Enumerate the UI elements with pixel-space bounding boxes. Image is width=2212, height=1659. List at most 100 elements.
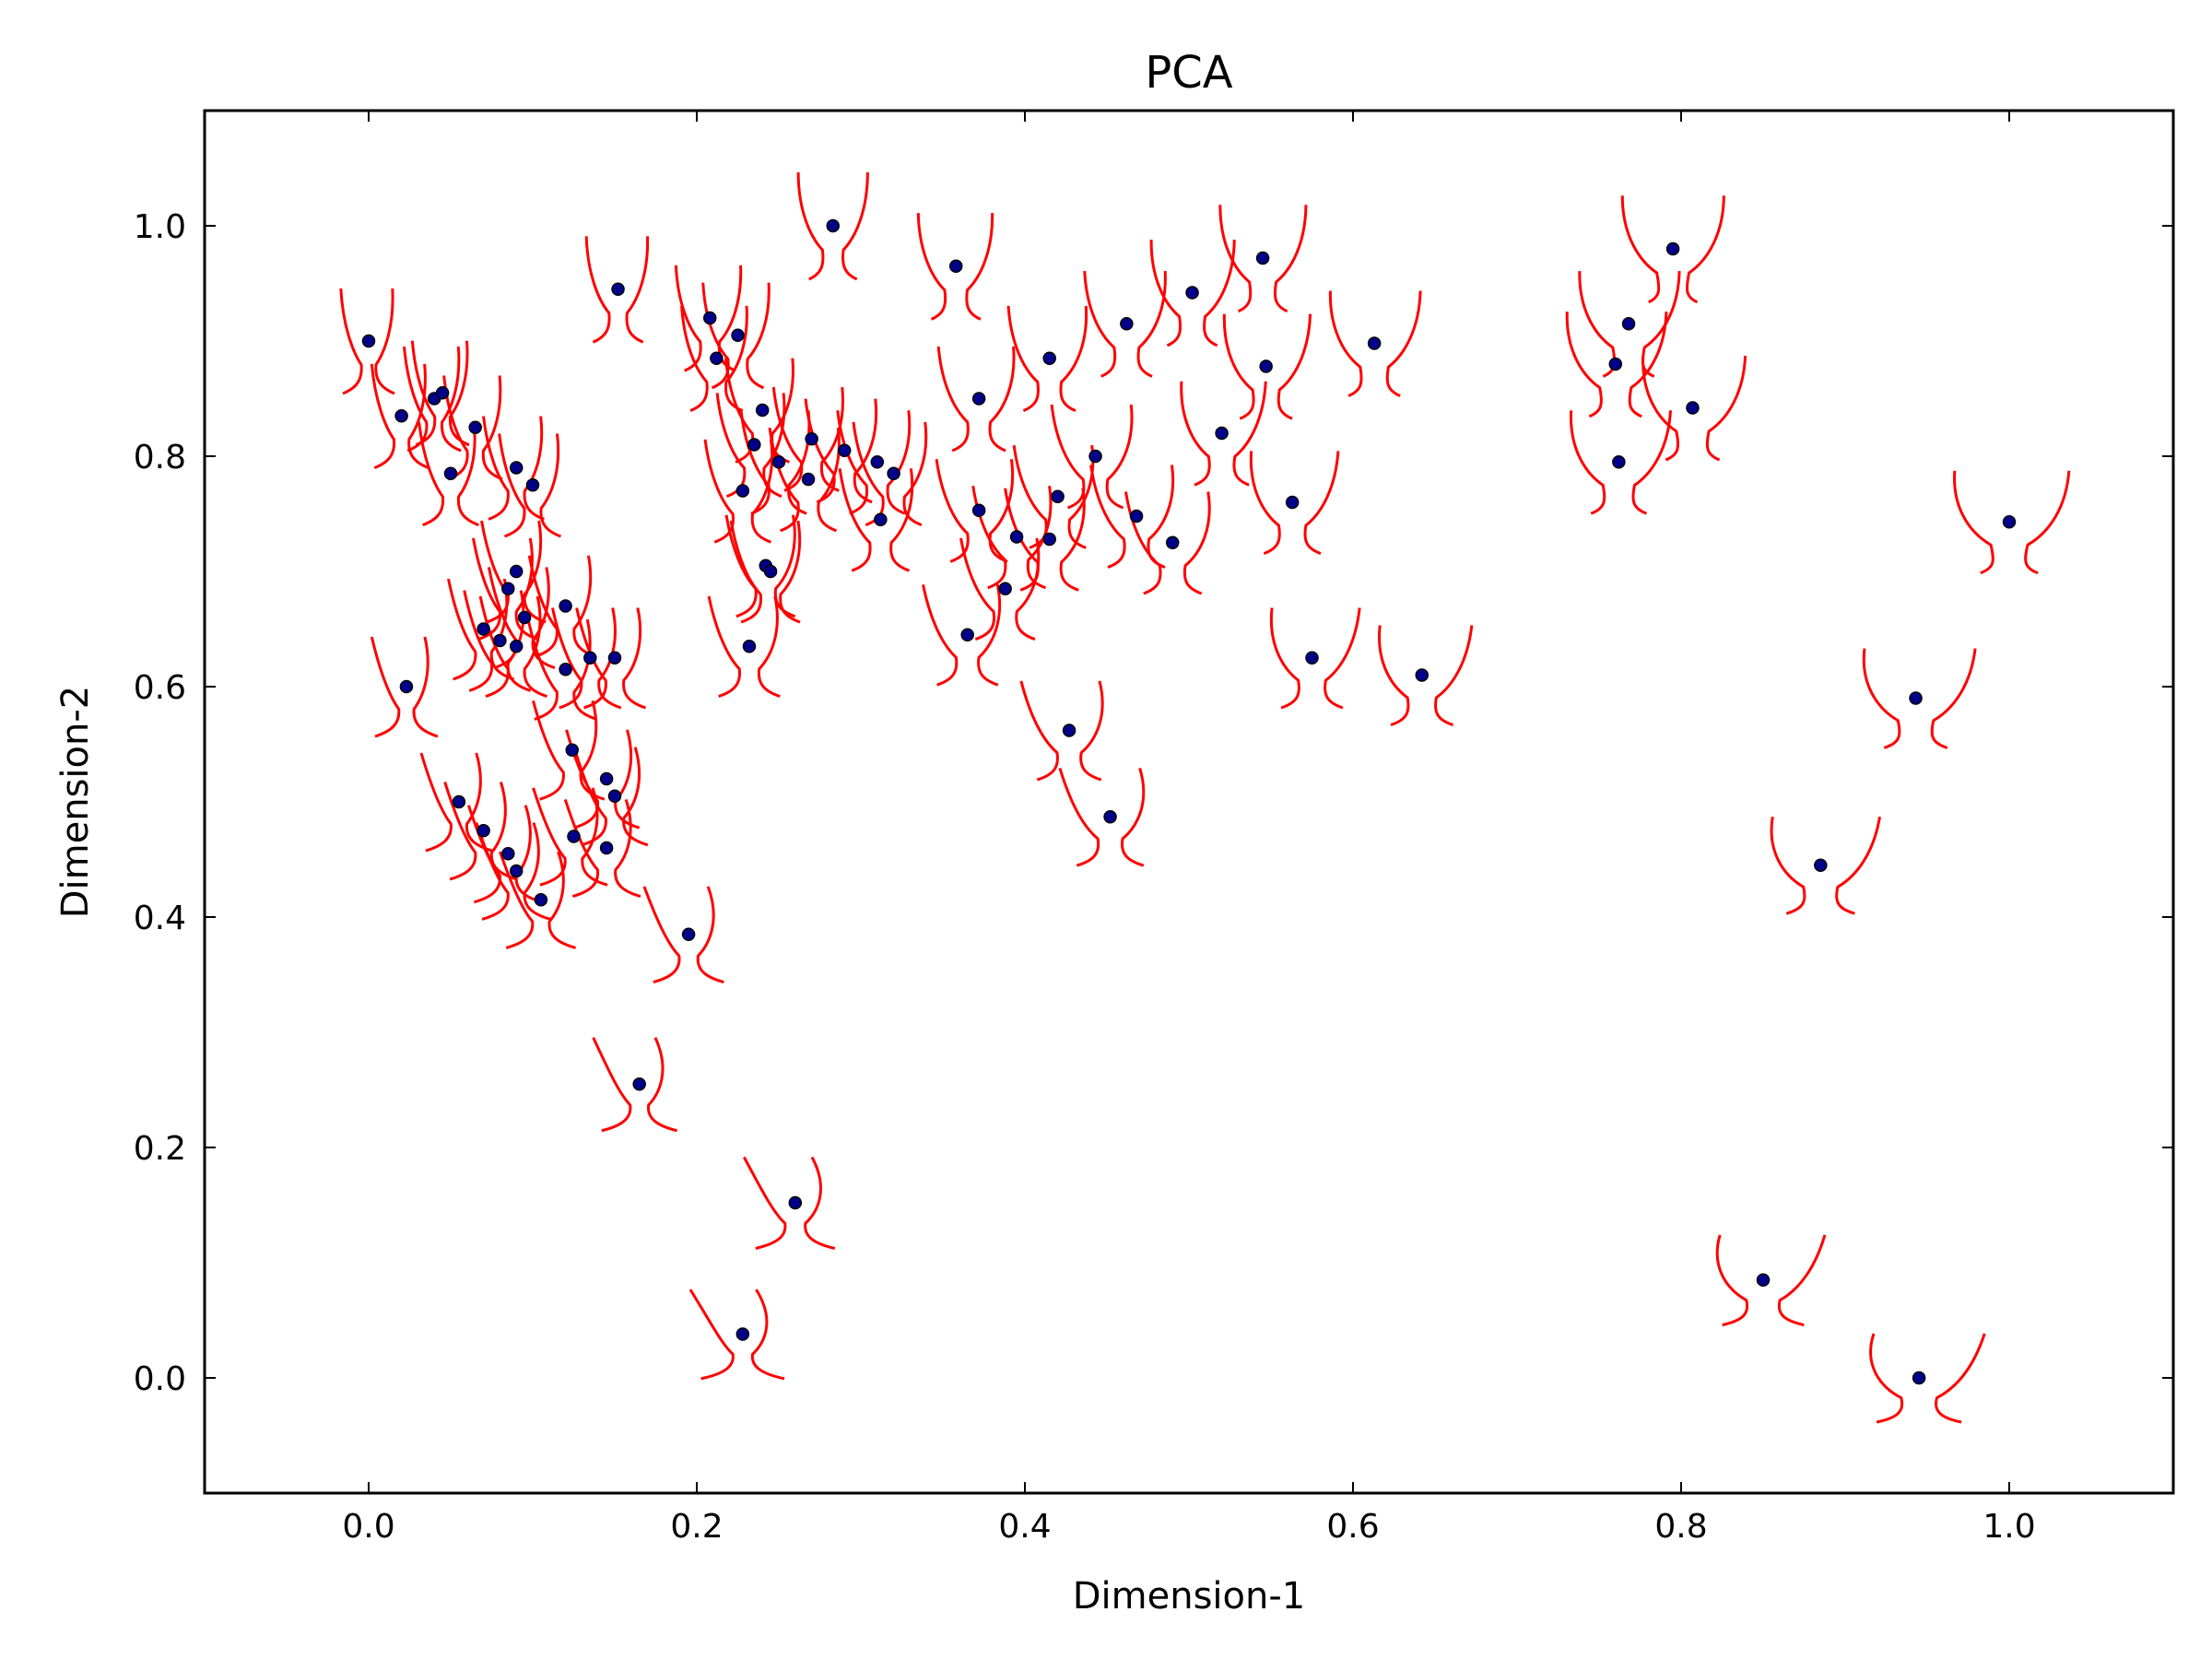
scatter-point [1909,691,1923,705]
scatter-point [452,794,466,809]
scatter-point [1165,535,1180,549]
shape-glyph [742,1156,836,1250]
scatter-point [399,679,414,694]
shape-glyph [447,578,515,681]
plot-frame [203,109,2175,1495]
scatter-point [1305,651,1319,665]
shape-glyph [575,607,646,710]
shape-glyph [572,747,649,847]
shape-glyph [1218,205,1308,313]
shape-glyph [1578,271,1681,378]
shape-glyph [584,236,650,344]
scatter-point [1215,426,1229,441]
shape-glyph [836,410,912,515]
scatter-point [971,392,986,406]
scatter-point [1814,858,1828,872]
shape-glyph [1641,356,1747,462]
scatter-point [501,582,515,595]
scatter-point [1051,489,1065,503]
scatter-point [742,640,757,653]
scatter-point [1088,449,1102,464]
scatter-point [583,651,597,665]
x-tick-label: 1.0 [1983,1508,2035,1546]
shape-glyph [1570,410,1673,515]
scatter-point [468,420,482,434]
scatter-point [826,218,840,233]
shape-glyph [1149,240,1236,347]
shape-glyph [1565,312,1668,418]
shape-glyph [592,1037,677,1133]
shape-glyph [1620,195,1725,304]
shape-glyph [370,363,429,469]
shape-glyph [1222,313,1312,420]
shape-glyph [1862,648,1977,749]
scatter-point [1621,317,1636,331]
scatter-point [361,334,376,348]
shape-glyph [922,583,1002,687]
scatter-point [2002,515,2017,529]
scatter-point [681,927,696,941]
scatter-point [731,328,745,342]
x-axis-label: Dimension-1 [1073,1575,1306,1618]
scatter-point [998,582,1012,595]
shape-glyph [1953,470,2071,575]
scatter-point [493,633,507,648]
shape-glyph [478,595,547,699]
scatter-point [1608,357,1623,371]
shape-glyph [442,375,503,481]
shape-glyph [771,386,844,492]
scatter-point [607,789,622,803]
shape-glyph [701,282,771,390]
scatter-point [1185,286,1199,300]
scatter-point [477,622,490,636]
shape-glyph [1050,404,1134,510]
y-tick-label: 0.8 [134,439,186,477]
shape-glyph [499,851,577,949]
scatter-point [1120,317,1134,331]
y-tick-label: 0.2 [134,1130,186,1168]
glyph-layer [339,171,2071,1424]
scatter-point [611,282,625,296]
chart-title: PCA [1145,47,1232,99]
scatter-point [1129,509,1144,524]
shape-glyph [796,171,869,281]
scatter-point [559,599,572,613]
shape-glyph [1058,767,1146,867]
scatter-point [501,847,515,861]
scatter-point [702,311,717,325]
scatter-point [1062,724,1077,737]
y-tick-label: 0.0 [134,1360,186,1398]
point-layer [361,218,2017,1385]
scatter-point [435,386,450,400]
scatter-point [735,1327,750,1341]
scatter-point [948,259,963,273]
scatter-point [1612,455,1626,469]
shape-glyph [475,822,551,921]
scatter-point [565,743,579,757]
scatter-point [534,893,548,907]
scatter-point [509,640,524,653]
scatter-point [559,663,572,677]
scatter-point [837,443,852,457]
scatter-point [960,628,974,641]
scatter-point [1009,530,1024,544]
scatter-point [443,466,458,480]
shape-glyph [642,886,724,984]
x-tick-label: 0.6 [1326,1508,1379,1546]
shape-glyph [1249,451,1340,556]
shape-glyph [498,433,562,538]
shape-glyph [1869,1333,1986,1424]
shape-glyph [370,636,439,738]
scatter-point [874,512,888,526]
shape-glyph [443,782,518,881]
scatter-point [394,409,408,423]
shape-glyph [339,288,395,395]
scatter-point [805,432,818,446]
scatter-point [607,651,622,665]
scatter-point [567,830,581,843]
shape-glyph [916,213,994,321]
scatter-point [509,864,524,878]
shape-glyph [1006,305,1088,412]
shape-glyph [1328,290,1422,397]
shape-glyph [526,618,597,721]
